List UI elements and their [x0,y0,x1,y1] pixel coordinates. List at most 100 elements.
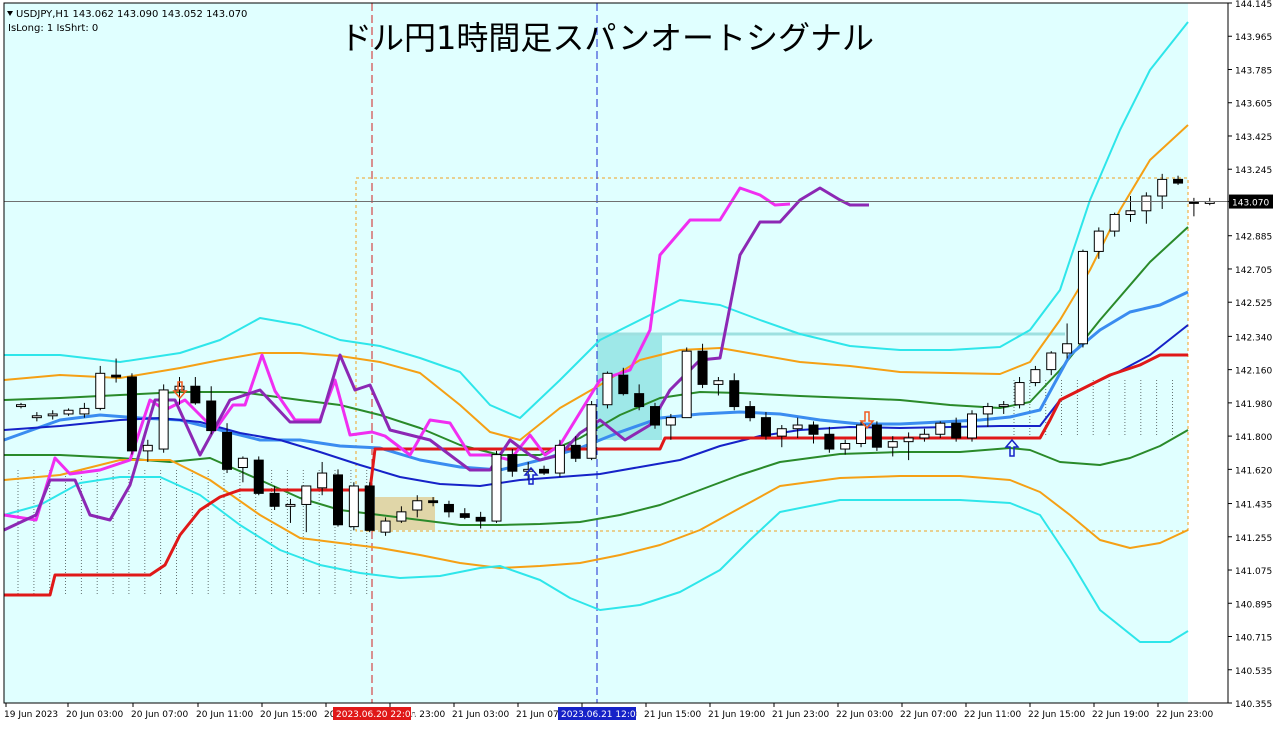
y-tick-label: 141.075 [1235,567,1272,577]
plot-border [3,2,1229,704]
candle-body[interactable] [1030,369,1041,384]
candle-body[interactable] [1093,230,1104,252]
candle-body[interactable] [475,516,486,522]
candle-body[interactable] [1046,352,1057,371]
candle-body[interactable] [824,433,835,450]
candle-body[interactable] [1125,210,1136,215]
candle-body[interactable] [174,385,185,391]
candle-body[interactable] [840,443,851,450]
collapse-triangle-icon[interactable] [7,11,13,16]
x-tick-label: 21 Jun 15:00 [644,710,701,720]
candle-body[interactable] [998,404,1009,408]
candle-body[interactable] [697,350,708,385]
candle-body[interactable] [1077,250,1088,345]
current-price-tag [1229,194,1273,209]
candle-body[interactable] [348,485,359,528]
y-tick-label: 143.425 [1235,133,1272,143]
y-tick-label: 142.340 [1235,333,1272,343]
candle-body[interactable] [808,424,819,435]
x-tick-label: 22 Jun 15:00 [1028,710,1085,720]
candle-body[interactable] [650,406,660,426]
candle-body[interactable] [729,380,740,408]
candle-body[interactable] [713,380,724,385]
candle-body[interactable] [190,385,201,404]
candle-body[interactable] [412,500,423,511]
span-line-magenta [3,186,791,522]
candle-body[interactable] [47,413,58,417]
candle-body[interactable] [1109,213,1120,232]
candle-body[interactable] [269,492,280,507]
candle-body[interactable] [665,417,676,426]
candle-body[interactable] [364,485,375,531]
candle-body[interactable] [237,457,248,469]
date-marker-tag [558,707,636,720]
candle-body[interactable] [570,444,581,459]
x-tick-label: 22 Jun 19:00 [1092,710,1149,720]
candle-body[interactable] [1062,343,1073,354]
candle-body[interactable] [253,459,264,494]
candle-body[interactable] [111,374,122,378]
candle-body[interactable] [16,404,26,408]
candle-body[interactable] [63,409,74,415]
candle-body[interactable] [79,407,90,415]
candle-body[interactable] [792,424,803,430]
y-tick-label: 140.355 [1235,700,1272,710]
x-tick-label: 21 Jun 19:00 [708,710,765,720]
candle-body[interactable] [380,520,391,533]
candle-body[interactable] [443,503,454,513]
x-tick-label: 21 Jun 03:00 [452,710,509,720]
candle-body[interactable] [1157,178,1168,197]
candle-body[interactable] [967,413,977,439]
candle-body[interactable] [158,389,169,450]
candle-body[interactable] [459,513,470,518]
y-tick-label: 141.980 [1235,400,1272,410]
candle-body[interactable] [301,485,312,505]
candle-body[interactable] [951,422,962,439]
candle-body[interactable] [919,433,930,439]
candle-body[interactable] [396,511,407,522]
candle-body[interactable] [206,400,217,432]
candle-body[interactable] [317,472,328,489]
y-tick-label: 141.435 [1235,501,1272,511]
candle-body[interactable] [903,437,914,443]
candle-body[interactable] [887,441,898,448]
candle-body[interactable] [95,372,106,409]
candle-body[interactable] [634,393,645,408]
bb2-lower [3,459,1189,569]
candle-body[interactable] [982,406,993,415]
candle-body[interactable] [285,503,296,507]
candle-body[interactable] [745,406,756,419]
candle-body[interactable] [935,422,946,435]
candle-body[interactable] [776,428,787,437]
candle-body[interactable] [31,415,42,419]
candle-body[interactable] [554,444,565,474]
candle-body[interactable] [618,374,629,395]
candle-body[interactable] [856,424,867,445]
candle-body[interactable] [760,417,771,437]
x-tick-label: 20 Jun 23:00 [388,710,445,720]
status-info: IsLong: 1 IsShrt: 0 [8,23,98,34]
y-tick-label: 143.965 [1235,33,1272,43]
candle-body[interactable] [126,376,137,452]
candle-body[interactable] [507,454,518,472]
candle-body[interactable] [1014,382,1025,406]
candle-body[interactable] [1173,178,1184,184]
candle-body[interactable] [222,431,233,470]
candle-body[interactable] [142,444,153,452]
base-line [4,353,1188,597]
candle-body[interactable] [428,500,439,504]
candle-body[interactable] [602,372,613,406]
candle-body[interactable] [333,474,343,526]
candle-body[interactable] [1141,195,1152,212]
candle-body[interactable] [586,404,597,459]
span-line-purple [3,186,869,532]
y-tick-label: 142.705 [1235,266,1272,276]
candle-body[interactable] [491,454,502,522]
candle-body[interactable] [871,424,882,448]
candle-body[interactable] [539,468,550,474]
candle-body[interactable] [681,350,692,419]
x-tick-label: 22 Jun 03:00 [836,710,893,720]
y-tick-label: 143.245 [1235,166,1272,176]
